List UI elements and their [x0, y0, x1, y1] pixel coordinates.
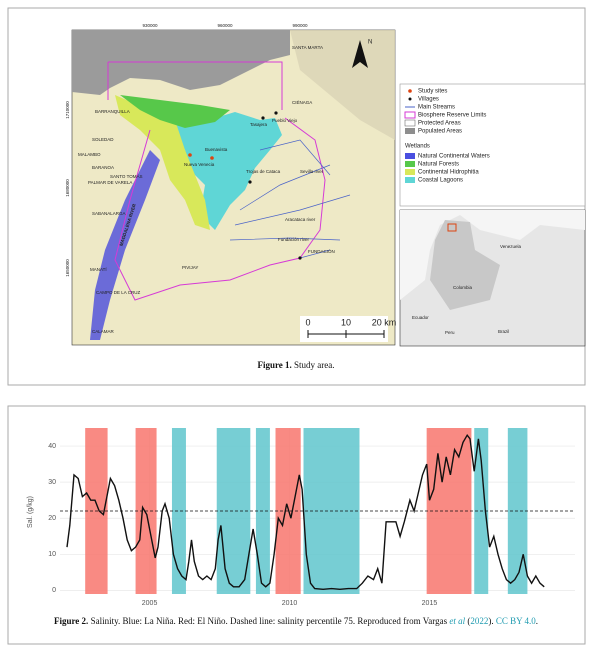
inset-label: Colombia — [453, 285, 473, 290]
caption-text: et al — [449, 616, 465, 626]
place-label: Aracataca river — [285, 217, 316, 222]
legend-label: Continental Hidrophitia — [418, 170, 479, 176]
map-grid-label: 960000 — [217, 23, 233, 28]
place-label: MANATÍ — [90, 266, 107, 272]
legend-label: Protected Areas — [418, 121, 461, 127]
place-label: CAMPO DE LA CRUZ — [96, 290, 141, 295]
figure2-frame — [7, 405, 586, 645]
legend-label: Biosphere Reserve Limits — [418, 113, 486, 119]
caption-text: . — [536, 616, 538, 626]
inset-label: Brazil — [498, 329, 509, 334]
place-label: SANTO TOMÁS — [110, 173, 143, 179]
legend-label: Villages — [418, 97, 439, 103]
y-axis-label: Sal. (g/kg) — [27, 496, 34, 528]
streams — [229, 139, 351, 259]
inset-label: Ecuador — [412, 315, 429, 320]
caption-text: Study area. — [292, 360, 335, 370]
north-label: N — [368, 40, 372, 46]
y-tick-label: 10 — [48, 551, 56, 558]
legend-label: Coastal Lagoons — [418, 178, 463, 184]
x-tick-label: 2010 — [282, 600, 298, 607]
place-label: Trojas de Cataca — [246, 169, 281, 174]
x-tick-label: 2015 — [422, 600, 438, 607]
scale-label: 10 — [341, 317, 351, 327]
inset — [399, 209, 586, 347]
salinity-line — [66, 433, 545, 591]
place-label: SABANALARGA — [92, 211, 126, 216]
place-label: BARANOA — [92, 165, 114, 170]
figure2-caption: Figure 2. Salinity. Blue: La Niña. Red: … — [54, 616, 538, 626]
place-label: Pueblo Viejo — [272, 118, 298, 123]
place-label: PALMAR DE VARELA — [88, 180, 132, 185]
scale-bar — [307, 330, 385, 338]
inset-label: Venezuela — [500, 244, 522, 249]
caption-text: CC BY 4.0 — [496, 616, 536, 626]
legend-label: Natural Forests — [418, 162, 459, 168]
biosphere-limit — [107, 61, 326, 301]
place-label: CIÉNAGA — [292, 99, 312, 105]
legend-label: Study sites — [418, 89, 447, 95]
hills — [290, 30, 395, 140]
hidrophitia — [115, 95, 210, 230]
caption-text: ). — [488, 616, 496, 626]
lagoon — [170, 110, 282, 230]
place-label: SOLEDAD — [92, 137, 114, 142]
caption-text: Salinity. Blue: La Niña. Red: El Niño. D… — [88, 616, 449, 626]
legend-label: Main Streams — [418, 105, 455, 111]
scale-box — [300, 316, 388, 342]
y-tick-label: 40 — [48, 443, 56, 450]
place-label: Tasajera — [250, 122, 268, 127]
place-label: Buenavista — [205, 147, 228, 152]
x-tick-label: 2005 — [142, 600, 158, 607]
figure1-caption: Figure 1. Study area. — [257, 360, 334, 370]
map-grid-label: 1710000 — [65, 101, 70, 119]
map-grid-label: 990000 — [292, 23, 308, 28]
place-label: FUNDACIÓN — [308, 248, 335, 254]
y-tick-label: 30 — [48, 479, 56, 486]
y-tick-label: 20 — [48, 515, 56, 522]
caption-label: Figure 2. — [54, 616, 88, 626]
place-label: Fundación river — [278, 237, 310, 242]
river-water — [90, 150, 160, 340]
map-grid-label: 1650000 — [65, 259, 70, 277]
map — [71, 29, 396, 346]
y-tick-label: 0 — [52, 587, 56, 594]
legend-label: Populated Areas — [418, 129, 462, 135]
place-label: CALAMAR — [92, 329, 115, 334]
legend — [399, 83, 586, 207]
north-arrow — [352, 40, 368, 68]
caption-text: 2022 — [470, 616, 488, 626]
map-grid-label: 930000 — [142, 23, 158, 28]
scale-label: 20 km — [372, 317, 397, 327]
place-label: PIVIJAY — [182, 265, 198, 270]
inset-label: Peru — [445, 330, 455, 335]
caption-label: Figure 1. — [257, 360, 291, 370]
period-band — [426, 428, 472, 594]
legend-title: Wetlands — [405, 144, 430, 150]
scale-label: 0 — [305, 317, 310, 327]
place-label: BARRANQUILLA — [95, 109, 130, 114]
place-label: MALAMBO — [78, 152, 101, 157]
map-grid-label: 1680000 — [65, 179, 70, 197]
place-label: SANTA MARTA — [292, 45, 323, 50]
place-label: Sevilla river — [300, 169, 324, 174]
legend-label: Natural Continental Waters — [418, 154, 490, 160]
period-band — [171, 428, 186, 594]
caption-text: ( — [465, 616, 470, 626]
place-label: Nueva Venecia — [184, 162, 215, 167]
forest — [120, 95, 230, 128]
